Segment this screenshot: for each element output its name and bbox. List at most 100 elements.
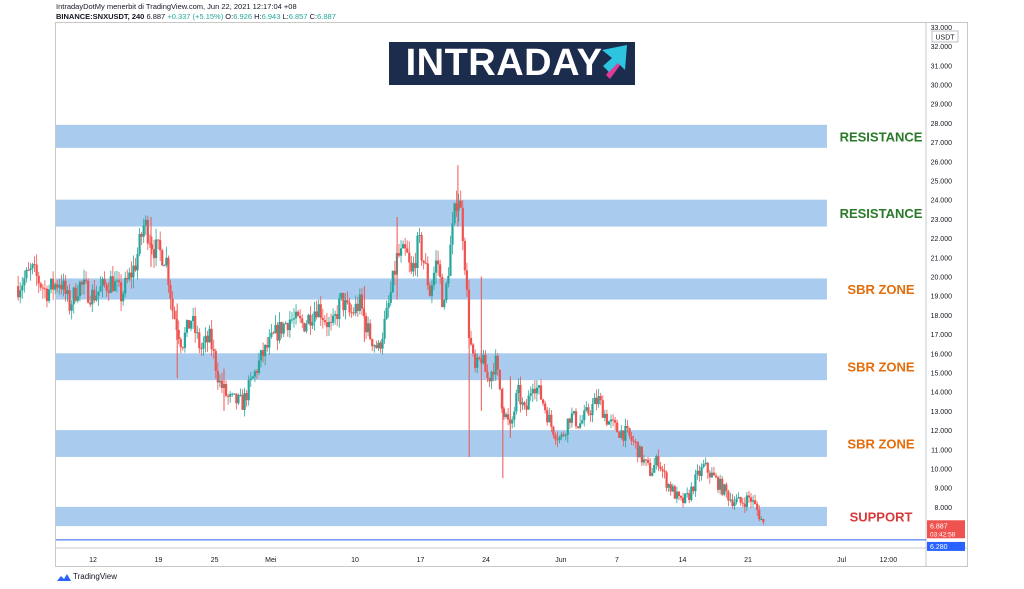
candle-body xyxy=(593,397,596,405)
zone-label-sbr: SBR ZONE xyxy=(847,282,915,297)
y-tick-label: 10.000 xyxy=(931,467,953,474)
candle-body xyxy=(412,263,415,272)
candle-body xyxy=(91,289,94,305)
candle-body xyxy=(76,296,79,301)
candle-body xyxy=(457,200,460,211)
candle-body xyxy=(334,314,337,316)
candle-body xyxy=(229,394,232,397)
x-tick-label: 24 xyxy=(482,557,490,564)
y-tick-label: 14.000 xyxy=(931,390,953,397)
x-tick-label: 21 xyxy=(744,557,752,564)
candle-body xyxy=(175,318,178,330)
candle-body xyxy=(399,248,403,256)
y-tick-label: 33.000 xyxy=(931,25,953,32)
candle-body xyxy=(441,276,444,308)
candle-body xyxy=(605,413,608,425)
candle-body xyxy=(274,324,277,334)
candle-body xyxy=(126,278,129,280)
candle-body xyxy=(692,486,695,492)
candle-body xyxy=(255,371,259,373)
candle-body xyxy=(375,345,378,349)
candle-body xyxy=(739,497,742,503)
y-tick-label: 30.000 xyxy=(931,83,953,90)
candle-body xyxy=(173,310,176,319)
candle-body xyxy=(494,355,497,375)
candle-body xyxy=(237,395,240,404)
candle-body xyxy=(297,311,300,316)
candle-body xyxy=(426,263,429,286)
candle-body xyxy=(284,323,287,325)
candle-body xyxy=(712,472,716,476)
candle-body xyxy=(515,393,518,412)
candle-body xyxy=(657,456,660,467)
candle-body xyxy=(445,283,448,301)
zone-band-sbr xyxy=(56,353,827,381)
candle-body xyxy=(140,233,143,237)
candle-body xyxy=(616,422,619,433)
candle-body xyxy=(626,425,629,429)
candle-body xyxy=(741,502,744,504)
candle-body xyxy=(179,339,182,348)
candle-body xyxy=(735,498,738,503)
candle-body xyxy=(249,378,252,381)
candle-body xyxy=(235,393,238,404)
candle-body xyxy=(292,318,296,320)
candle-body xyxy=(430,285,434,296)
candle-body xyxy=(482,354,485,364)
chart-header-line2: BINANCE:SNXUSDT, 240 6.887 +0.337 (+5.15… xyxy=(56,12,336,21)
candle-body xyxy=(624,425,627,441)
candle-body xyxy=(64,280,67,294)
candle-body xyxy=(204,335,207,343)
logo-arrow-icon xyxy=(602,45,627,79)
candle-body xyxy=(276,324,279,341)
candle-body xyxy=(488,378,491,382)
candle-body xyxy=(282,323,285,334)
candle-body xyxy=(628,428,631,436)
candle-body xyxy=(231,393,234,395)
candle-body xyxy=(463,240,466,271)
candle-body xyxy=(449,244,452,276)
candle-body xyxy=(315,311,318,318)
candle-body xyxy=(206,335,209,343)
candle-body xyxy=(434,260,438,273)
candle-body xyxy=(550,414,553,427)
candle-body xyxy=(202,342,205,349)
tradingview-footer[interactable]: TradingView xyxy=(57,572,117,581)
y-tick-label: 11.000 xyxy=(931,447,952,454)
zone-label-resistance: RESISTANCE xyxy=(840,206,923,221)
candle-body xyxy=(212,349,215,351)
candle-body xyxy=(595,397,598,405)
candle-body xyxy=(109,276,112,293)
candle-body xyxy=(268,336,271,348)
candle-body xyxy=(424,262,427,264)
candle-body xyxy=(511,419,514,424)
open-label: O: xyxy=(225,12,234,21)
candle-body xyxy=(453,203,456,224)
candle-body xyxy=(653,465,656,473)
symbol-label[interactable]: BINANCE:SNXUSDT, 240 xyxy=(56,12,145,21)
candle-body xyxy=(364,316,368,333)
y-tick-label: 19.000 xyxy=(931,294,953,301)
y-tick-label: 28.000 xyxy=(931,121,953,128)
y-tick-label: 25.000 xyxy=(931,179,953,186)
candle-body xyxy=(659,466,662,469)
candle-body xyxy=(743,503,746,507)
x-tick-label: 7 xyxy=(615,557,619,564)
candle-body xyxy=(78,281,81,297)
y-tick-label: 17.000 xyxy=(931,332,953,339)
candle-body xyxy=(35,264,38,276)
candle-body xyxy=(504,414,508,418)
candle-body xyxy=(589,413,592,416)
candle-body xyxy=(733,502,736,506)
candle-body xyxy=(751,500,755,502)
candle-body xyxy=(122,293,125,302)
candle-body xyxy=(327,321,331,328)
candle-body xyxy=(669,484,672,492)
candle-body xyxy=(420,234,423,261)
open-value: 6.926 xyxy=(233,12,252,21)
candle-body xyxy=(560,434,563,437)
candle-body xyxy=(336,314,339,320)
x-tick-label: 12:00 xyxy=(880,557,898,564)
zone-label-resistance: RESISTANCE xyxy=(840,129,923,144)
